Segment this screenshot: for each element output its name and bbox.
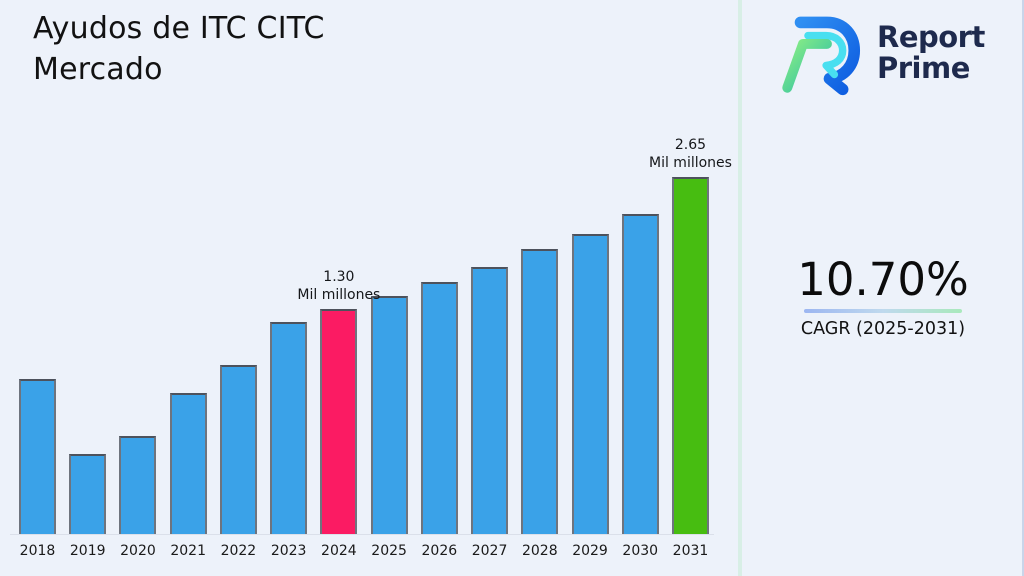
bar-2021 — [169, 393, 207, 534]
report-prime-logo[interactable]: Report Prime — [779, 10, 985, 96]
bar-2020 — [119, 436, 157, 534]
x-tick-2029: 2029 — [572, 543, 608, 559]
bar-2029 — [571, 234, 609, 534]
bar-2023 — [270, 322, 308, 534]
bar-2018 — [19, 379, 56, 534]
cagr-label: CAGR (2025-2031) — [800, 319, 966, 339]
cagr-value: 10.70% — [797, 253, 969, 306]
right-edge-line — [1022, 0, 1024, 576]
x-tick-2020: 2020 — [120, 543, 156, 559]
bar-2031 — [671, 177, 709, 534]
bar-chart: 2018 2019 2020 2021 2022 2023 2024 2025 2026 2027… — [10, 137, 732, 559]
x-axis-line — [10, 534, 714, 535]
x-tick-2025: 2025 — [371, 543, 407, 559]
bar-2019 — [69, 454, 107, 534]
bar-2027 — [471, 267, 509, 534]
annotation-unit: Mil millones — [297, 286, 381, 303]
x-tick-2030: 2030 — [622, 543, 659, 559]
cagr-underline — [804, 309, 962, 313]
brand-name: Report Prime — [877, 22, 985, 84]
x-tick-2019: 2019 — [69, 543, 106, 559]
page-title: Ayudos de ITC CITC Mercado — [33, 11, 325, 87]
cagr-panel: 10.70% CAGR (2025-2031) — [742, 253, 1024, 340]
bar-2028 — [521, 249, 559, 534]
section-divider — [738, 0, 742, 576]
annotation-unit: Mil millones — [649, 154, 732, 171]
x-tick-2023: 2023 — [270, 543, 307, 559]
brand-name-line1: Report — [877, 20, 985, 54]
x-tick-2027: 2027 — [471, 543, 508, 559]
x-tick-2028: 2028 — [521, 543, 558, 559]
brand-name-line2: Prime — [877, 51, 970, 85]
bar-annotation-2031: 2.65 Mil millones — [615, 137, 765, 172]
bar-2022 — [219, 365, 257, 534]
bar-2030 — [621, 214, 659, 534]
x-tick-2031: 2031 — [672, 543, 709, 559]
x-tick-2021: 2021 — [170, 543, 206, 559]
report-prime-logo-icon — [782, 16, 861, 96]
annotation-value: 2.65 — [674, 137, 707, 153]
x-tick-2022: 2022 — [220, 543, 257, 559]
bar-2026 — [420, 282, 458, 534]
x-tick-2026: 2026 — [421, 543, 458, 559]
bar-2025 — [370, 296, 408, 534]
x-tick-2018: 2018 — [19, 543, 56, 559]
x-tick-2024: 2024 — [321, 543, 357, 559]
bar-annotation-2024: 1.30 Mil millones — [264, 269, 414, 304]
bar-2024 — [320, 309, 358, 534]
annotation-value: 1.30 — [323, 269, 355, 285]
